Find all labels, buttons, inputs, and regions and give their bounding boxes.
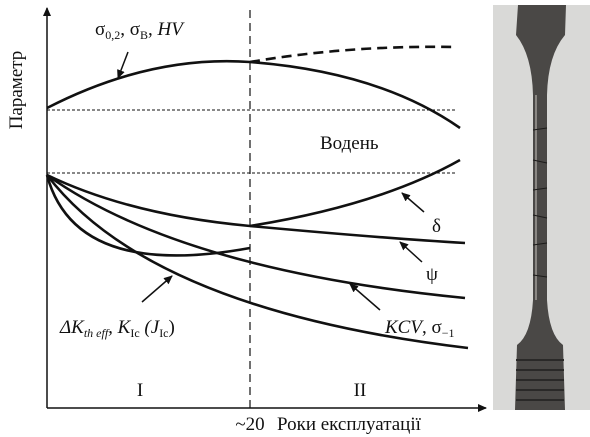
label-part: Ic: [159, 326, 168, 340]
curves: [47, 47, 468, 348]
diagram: Параметр Роки експлуатації ~20 I II Воде…: [0, 0, 590, 437]
arrow: [142, 276, 172, 302]
y-axis-label: Параметр: [6, 51, 27, 130]
strength-curve-no-hydrogen: [250, 47, 457, 62]
label-part: HV: [157, 19, 186, 40]
fracture-label: ΔKth eff, KIc (JIc): [59, 317, 175, 340]
label-part: ΔK: [59, 317, 85, 338]
label-part: th eff: [84, 326, 110, 340]
label-part: ): [169, 317, 175, 338]
delta-curve: [47, 175, 465, 243]
label-part: , K: [108, 317, 132, 338]
arrow: [118, 52, 128, 78]
label-part: Ic: [130, 326, 139, 340]
zone-label: I: [137, 380, 143, 401]
x-axis-label: Роки експлуатації: [277, 414, 422, 435]
specimen-photo: [493, 5, 590, 410]
label-part: σ: [95, 19, 105, 40]
x-marker: ~20: [235, 414, 264, 435]
arrow: [402, 193, 424, 212]
arrows: [118, 52, 424, 310]
zone-label: II: [354, 380, 367, 401]
arrow: [400, 242, 422, 262]
hydrogen-curve: [250, 160, 460, 226]
hydrogen-label: Водень: [320, 133, 379, 154]
label-part: ,: [148, 19, 158, 40]
label-part: , σ: [422, 317, 442, 338]
delta-label: δ: [432, 216, 441, 237]
label-part: (J: [140, 317, 161, 338]
psi-label: ψ: [426, 264, 438, 285]
strength-curve: [47, 61, 460, 128]
strength-label: σ0,2, σB, HV: [95, 19, 185, 42]
label-part: KCV: [384, 317, 424, 338]
label-part: −1: [442, 326, 455, 340]
label-part: , σ: [120, 19, 140, 40]
label-part: B: [140, 28, 148, 42]
label-part: 0,2: [105, 28, 120, 42]
kcv-label: KCV, σ−1: [384, 317, 454, 340]
